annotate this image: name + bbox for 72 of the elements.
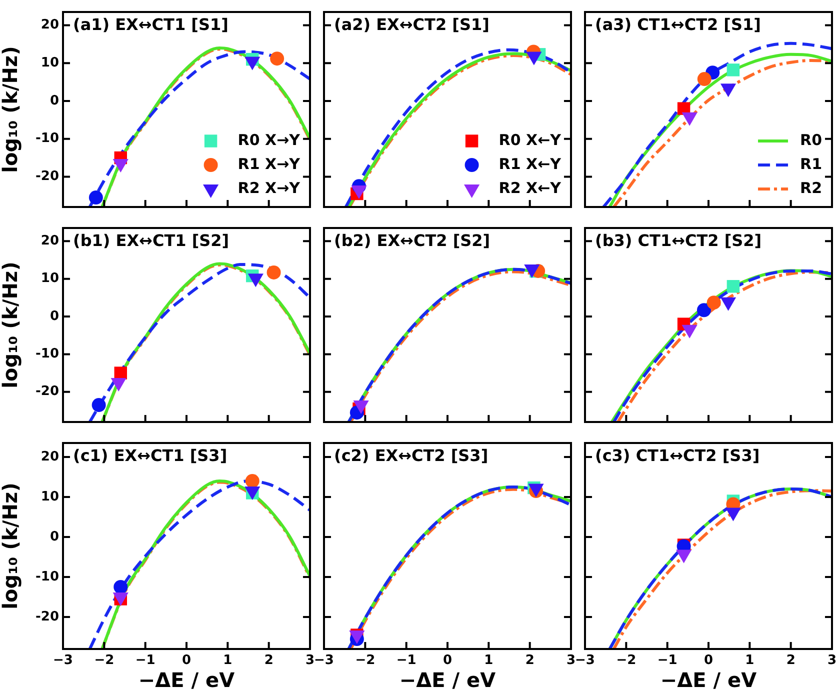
point xyxy=(726,280,740,293)
x-tick-label: 0 xyxy=(182,653,192,668)
y-tick-label: -10 xyxy=(36,131,59,146)
annotation: (c3) CT1↔CT2 [S3] xyxy=(595,446,760,466)
legend-label: R1 xyxy=(800,154,822,173)
point xyxy=(696,303,711,318)
legend-label: R0 X←Y xyxy=(498,130,562,149)
x-tick-label: 1 xyxy=(745,653,754,668)
x-tick-label: −3 xyxy=(575,653,595,668)
legend-label: R1 X←Y xyxy=(498,154,562,173)
x-tick-label: −2 xyxy=(94,653,114,668)
x-tick-label: 2 xyxy=(786,653,796,668)
point xyxy=(88,190,103,205)
y-axis-title: log₁₀ (k/Hz) xyxy=(0,482,22,610)
x-tick-label: 2 xyxy=(264,653,274,668)
y-tick-label: 0 xyxy=(50,529,59,544)
annotation: (c2) EX↔CT2 [S3] xyxy=(334,446,488,466)
annotation: (c1) EX↔CT1 [S3] xyxy=(73,446,228,466)
point xyxy=(270,52,284,66)
y-tick-label: 20 xyxy=(40,234,59,249)
y-tick-label: -20 xyxy=(36,384,59,400)
x-tick-label: −3 xyxy=(53,653,73,668)
annotation: (b3) CT1↔CT2 [S2] xyxy=(595,231,762,250)
point xyxy=(266,265,281,280)
point xyxy=(697,72,712,86)
x-tick-label: 0 xyxy=(704,653,714,668)
x-tick-label: −2 xyxy=(355,653,376,668)
annotation: (a3) CT1↔CT2 [S1] xyxy=(595,15,761,34)
annotation: (b1) EX↔CT1 [S2] xyxy=(73,231,230,250)
x-tick-label: 3 xyxy=(305,653,315,668)
annotation: (a1) EX↔CT1 [S1] xyxy=(73,15,228,34)
x-tick-label: −1 xyxy=(657,653,678,668)
x-axis-title: −ΔE / eV xyxy=(660,668,758,692)
x-axis-title: −ΔE / eV xyxy=(138,668,236,692)
x-tick-label: −2 xyxy=(616,653,636,668)
x-tick-label: −1 xyxy=(396,653,416,668)
y-tick-label: 0 xyxy=(50,308,59,324)
point xyxy=(726,64,740,76)
point xyxy=(114,580,128,594)
y-tick-label: 20 xyxy=(40,18,59,33)
x-tick-label: 2 xyxy=(525,653,534,668)
y-tick-label: -10 xyxy=(36,569,59,584)
x-tick-label: −3 xyxy=(314,653,334,668)
y-tick-label: 0 xyxy=(50,93,59,108)
point xyxy=(92,398,106,412)
x-tick-label: 3 xyxy=(827,653,836,668)
annotation: (b2) EX↔CT2 [S2] xyxy=(334,231,490,250)
y-tick-label: -20 xyxy=(36,609,59,624)
y-axis-title: log₁₀ (k/Hz) xyxy=(0,262,22,388)
x-tick-label: 0 xyxy=(442,653,452,668)
y-tick-label: -20 xyxy=(36,169,59,184)
legend-label: R2 X←Y xyxy=(498,178,562,197)
point xyxy=(245,474,260,488)
legend-label: R1 X→Y xyxy=(238,154,302,173)
x-tick-label: −1 xyxy=(135,653,156,668)
x-tick-label: 1 xyxy=(484,653,494,668)
point xyxy=(706,296,721,310)
legend-label: R0 X→Y xyxy=(238,130,302,149)
y-tick-label: 10 xyxy=(40,489,59,504)
legend-label: R2 xyxy=(800,178,822,197)
y-tick-label: 20 xyxy=(40,449,59,464)
legend-label: R0 xyxy=(800,130,822,149)
y-tick-label: -10 xyxy=(36,346,59,362)
x-tick-label: 3 xyxy=(566,653,576,668)
point xyxy=(682,112,698,126)
legend-label: R2 X→Y xyxy=(238,178,302,197)
y-tick-label: 10 xyxy=(40,55,59,70)
x-axis-title: −ΔE / eV xyxy=(399,668,496,692)
y-tick-label: 10 xyxy=(40,271,59,286)
y-axis-title: log₁₀ (k/Hz) xyxy=(0,46,22,173)
x-tick-label: 1 xyxy=(223,653,232,668)
annotation: (a2) EX↔CT2 [S1] xyxy=(334,15,490,34)
